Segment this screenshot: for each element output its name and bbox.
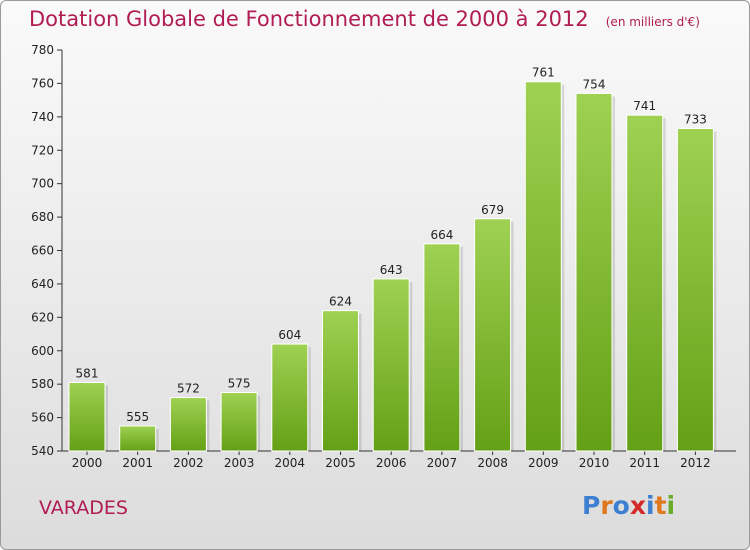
logo-letter: x — [629, 491, 646, 520]
chart-title: Dotation Globale de Fonctionnement de 20… — [29, 7, 589, 31]
x-tick-label: 2001 — [122, 456, 153, 470]
bar — [474, 218, 512, 452]
title-line: Dotation Globale de Fonctionnement de 20… — [29, 7, 700, 31]
data-label: 624 — [329, 295, 352, 309]
x-tick-label: 2000 — [72, 456, 103, 470]
x-tick-label: 2004 — [275, 456, 306, 470]
y-tick-label: 720 — [31, 143, 54, 157]
logo-letter: i — [646, 491, 655, 520]
x-tick-label: 2010 — [579, 456, 610, 470]
data-label: 572 — [177, 382, 200, 396]
bar — [68, 381, 106, 452]
y-tick-label: 620 — [31, 310, 54, 324]
bar — [423, 243, 461, 452]
x-tick-label: 2011 — [629, 456, 660, 470]
y-tick-label: 740 — [31, 110, 54, 124]
data-label: 575 — [228, 377, 251, 391]
y-tick-label: 700 — [31, 177, 54, 191]
bars — [68, 81, 717, 452]
y-tick-label: 660 — [31, 244, 54, 258]
value-labels: 581 555 572 575 604 624 643 664 679 761 754 741 733 — [76, 66, 707, 424]
y-tick-label: 600 — [31, 344, 54, 358]
commune-name: VARADES — [39, 497, 128, 519]
x-tick-label: 2006 — [376, 456, 407, 470]
x-tick-label: 2003 — [224, 456, 255, 470]
data-label: 604 — [278, 328, 301, 342]
bar — [220, 392, 258, 452]
bar — [271, 343, 309, 452]
data-label: 664 — [430, 228, 453, 242]
data-label: 643 — [380, 263, 403, 277]
x-tick-label: 2008 — [477, 456, 508, 470]
logo-letter: P — [582, 491, 601, 520]
proxiti-logo: Proxiti — [582, 491, 675, 520]
logo-letter: r — [600, 491, 613, 520]
y-tick-label: 780 — [31, 43, 54, 57]
data-label: 741 — [633, 99, 656, 113]
x-tick-label: 2005 — [325, 456, 356, 470]
bar — [322, 310, 359, 452]
y-tick-label: 680 — [31, 210, 54, 224]
data-label: 679 — [481, 203, 504, 217]
bar — [169, 397, 207, 452]
chart-subtitle: (en milliers d'€) — [605, 15, 700, 29]
y-tick-label: 580 — [31, 377, 54, 391]
y-tick-label: 640 — [31, 277, 54, 291]
data-label: 761 — [532, 66, 555, 80]
bar — [119, 425, 157, 452]
x-tick-label: 2009 — [528, 456, 559, 470]
data-label: 754 — [583, 77, 606, 91]
x-tick-label: 2002 — [173, 456, 204, 470]
logo-letter: i — [666, 491, 676, 520]
axes: 540 560 580 600 620 640 660 680 700 720 740 760 780 2… — [31, 43, 736, 470]
bar — [626, 114, 664, 452]
logo-letter: o — [612, 491, 630, 520]
bar — [524, 81, 562, 452]
x-tick-label: 2007 — [427, 456, 458, 470]
bar — [676, 128, 714, 452]
x-tick-label: 2012 — [680, 456, 711, 470]
y-tick-label: 760 — [31, 76, 54, 90]
bar — [372, 278, 410, 452]
data-label: 733 — [684, 113, 707, 127]
logo-letter: t — [654, 491, 667, 520]
bar — [575, 92, 613, 452]
data-label: 581 — [76, 366, 99, 380]
y-tick-label: 540 — [31, 444, 54, 458]
data-label: 555 — [126, 410, 149, 424]
y-tick-label: 560 — [31, 411, 54, 425]
